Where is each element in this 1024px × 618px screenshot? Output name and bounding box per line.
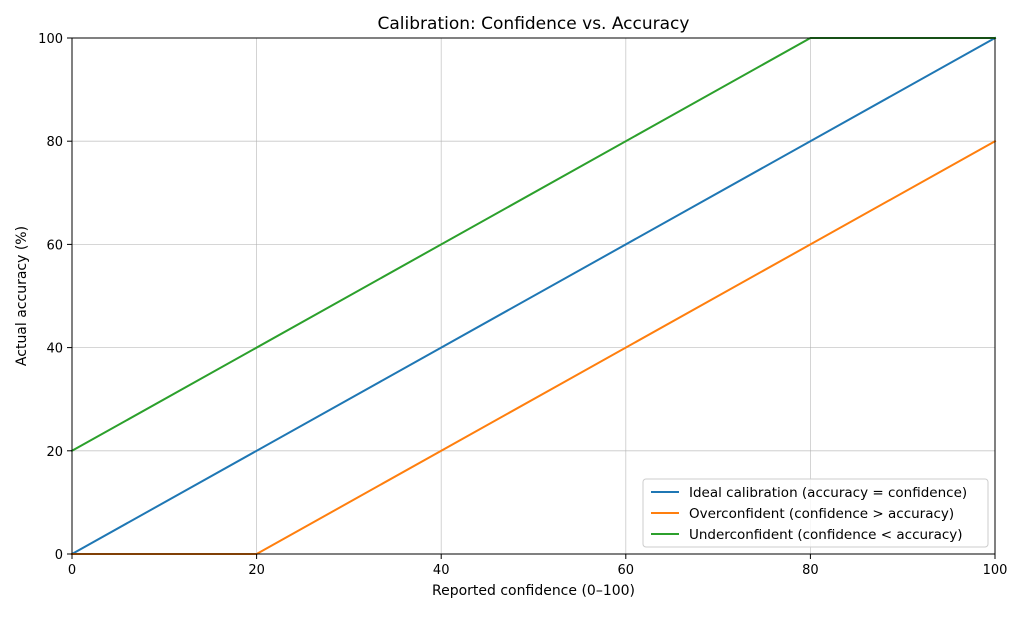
- x-tick-label: 0: [68, 563, 76, 578]
- x-tick-label: 100: [983, 563, 1008, 578]
- y-tick-label: 0: [55, 548, 63, 563]
- y-tick-label: 20: [46, 445, 63, 460]
- legend-label-3: Underconfident (confidence < accuracy): [689, 527, 963, 543]
- y-tick-label: 80: [46, 135, 63, 150]
- plot-frame: [71, 37, 996, 555]
- legend-label-1: Ideal calibration (accuracy = confidence…: [689, 485, 967, 501]
- x-axis-label: Reported confidence (0–100): [432, 583, 635, 599]
- y-tick-label: 60: [46, 238, 63, 253]
- legend-box: [642, 478, 989, 548]
- y-tick-label: 100: [38, 32, 63, 47]
- series-layer: [70, 36, 997, 556]
- x-tick-label: 40: [433, 563, 450, 578]
- legend-label-2: Overconfident (confidence > accuracy): [689, 506, 954, 522]
- x-tick-label: 20: [248, 563, 265, 578]
- chart-title: Calibration: Confidence vs. Accuracy: [378, 14, 690, 34]
- series-line-1: [70, 36, 997, 556]
- y-axis-label: Actual accuracy (%): [14, 226, 30, 366]
- legend: Ideal calibration (accuracy = confidence…: [642, 478, 989, 548]
- x-tick-label: 80: [802, 563, 819, 578]
- ticks-layer: 0 20 40 60 80 100 0 20 40 60 80 100: [38, 32, 1007, 578]
- x-tick-label: 60: [618, 563, 635, 578]
- legend-items: Ideal calibration (accuracy = confidence…: [651, 485, 967, 543]
- y-tick-label: 40: [46, 342, 63, 357]
